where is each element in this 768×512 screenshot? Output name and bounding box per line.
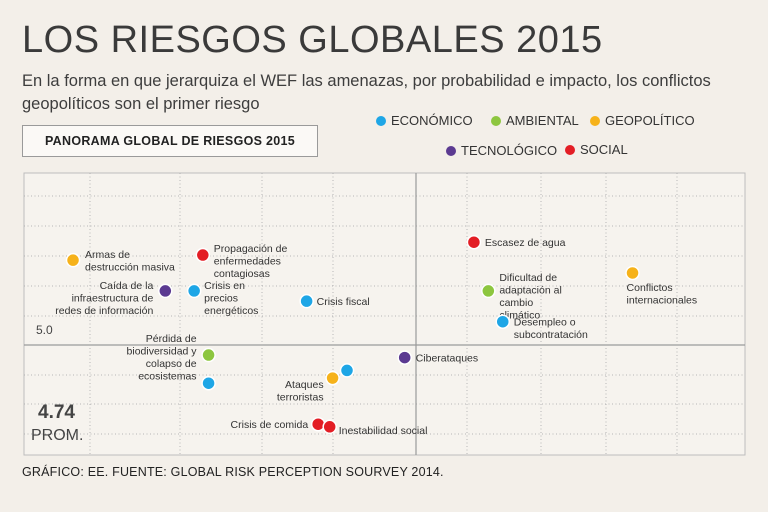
data-point-label: Conflictos internacionales [627, 282, 698, 307]
data-point [625, 265, 640, 281]
legend-label-geopolitico: GEOPOLÍTICO [605, 113, 695, 128]
data-point-label: Desempleo o subcontratación [514, 317, 588, 342]
data-point [466, 234, 482, 250]
average-text-label: PROM. [31, 427, 83, 444]
legend-dot-ambiental [491, 115, 501, 126]
legend-dot-geopolitico [590, 115, 600, 126]
legend-label-social: SOCIAL [580, 142, 628, 157]
legend-dot-social [565, 144, 575, 155]
panel-title: PANORAMA GLOBAL DE RIESGOS 2015 [44, 134, 296, 148]
data-point-label: Crisis en precios energéticos [204, 280, 258, 317]
data-point [495, 314, 510, 329]
data-point [339, 363, 355, 378]
data-point [325, 370, 340, 386]
data-point [195, 247, 211, 263]
legend-label-ambiental: AMBIENTAL [506, 113, 579, 128]
data-point-label: Crisis de comida [231, 419, 309, 431]
data-point-label: Crisis fiscal [317, 296, 370, 308]
data-point [65, 252, 81, 268]
data-point-label: Pérdida de biodiversidad y colapso de ecosi… [127, 333, 198, 383]
legend-dot-economico [376, 115, 386, 126]
data-point [201, 375, 216, 391]
data-point-label: Caída de la infraestructura de redes de in… [55, 280, 153, 317]
chart-footer: GRÁFICO: EE. FUENTE: GLOBAL RISK PERCEPT… [22, 465, 444, 479]
legend-item-tecnologico: TECNOLÓGICO [446, 143, 557, 158]
legend-item-social: SOCIAL [565, 142, 628, 157]
legend-dot-tecnologico [446, 145, 456, 156]
data-point-label: Propagación de enfermedades contagiosas [214, 243, 288, 280]
data-point [186, 283, 202, 299]
legend-item-ambiental: AMBIENTAL [491, 113, 579, 128]
data-point-label: Ciberataques [416, 353, 478, 365]
data-point-label: Escasez de agua [485, 237, 566, 249]
legend-item-geopolitico: GEOPOLÍTICO [590, 113, 695, 128]
data-point [299, 293, 314, 309]
data-point-label: Dificultad de adaptación al cambio climátic… [499, 272, 561, 322]
panel-title-box: PANORAMA GLOBAL DE RIESGOS 2015 [22, 125, 318, 157]
data-point-label: Ataques terroristas [277, 379, 324, 404]
legend-label-economico: ECONÓMICO [391, 113, 473, 128]
legend-item-economico: ECONÓMICO [376, 113, 473, 128]
legend-label-tecnologico: TECNOLÓGICO [461, 143, 558, 158]
chart-title: LOS RIESGOS GLOBALES 2015 [22, 19, 603, 61]
data-point-label: Inestabilidad social [339, 425, 428, 437]
data-point [481, 283, 496, 299]
data-point [310, 416, 326, 432]
average-value-label: 4.74 [38, 402, 75, 423]
data-point [322, 419, 337, 435]
data-point-label: Armas de destrucción masiva [85, 249, 175, 274]
axis-label-5: 5.0 [36, 323, 53, 337]
data-point [397, 350, 412, 365]
data-point [201, 347, 216, 363]
plot-area [23, 172, 746, 456]
data-point [158, 283, 173, 299]
chart-subtitle: En la forma en que jerarquiza el WEF las… [22, 72, 711, 113]
